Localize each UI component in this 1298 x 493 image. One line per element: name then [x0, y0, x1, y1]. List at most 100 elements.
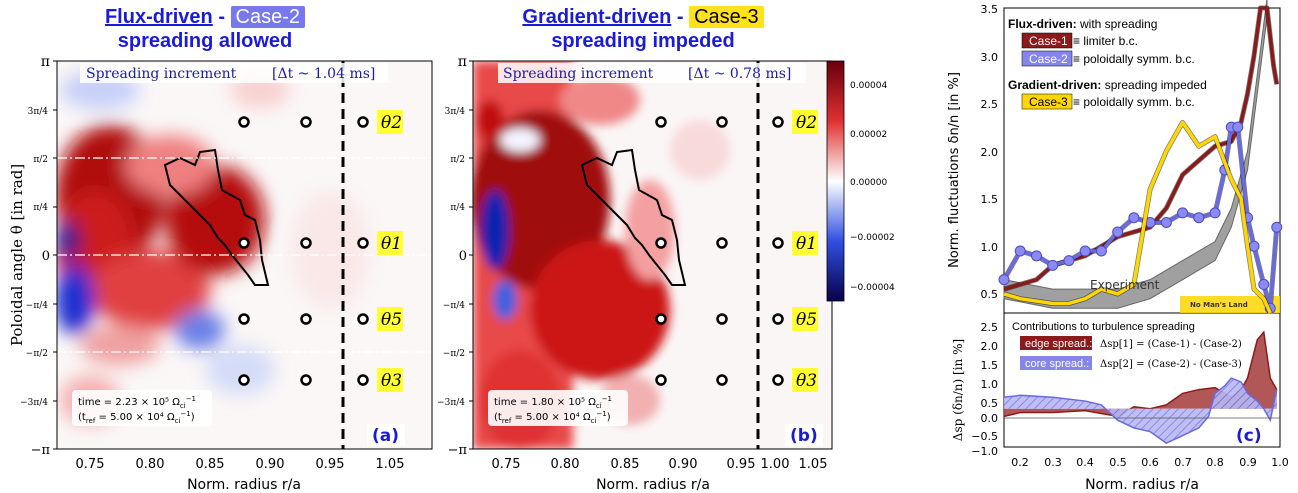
panel-a-letter: (a) — [372, 426, 399, 446]
colorbar-tick: 0.00002 — [850, 130, 887, 140]
y-tick-label: −π — [31, 443, 51, 458]
case-2-point — [1258, 278, 1270, 290]
case-2-point — [1095, 245, 1107, 257]
series-case-3 — [1003, 120, 1272, 314]
panel-a-header: Spreading increment — [86, 66, 237, 82]
probe-marker — [357, 116, 369, 128]
probe-marker — [716, 116, 728, 128]
y-tick-label: 2.5 — [981, 321, 999, 334]
probe-marker — [238, 116, 250, 128]
panel-b-time: time = 1.80 × 10⁵ Ωci−1 — [494, 395, 612, 410]
y-tick-label: 3.0 — [981, 51, 999, 64]
y-tick-label: 3π/4 — [28, 107, 49, 117]
panel-a-title-link[interactable]: Flux-driven — [104, 6, 213, 28]
panel-b-probes — [655, 116, 784, 386]
panel-b-title: Gradient-driven - Case-3 spreading imped… — [478, 5, 808, 53]
x-tick-label: 1.05 — [376, 457, 405, 472]
edge-formula: Δsp[1] = (Case-1) - (Case-2) — [1100, 339, 1242, 350]
x-tick-label: 1.00 — [761, 457, 790, 472]
case-3-label: Case-3 — [1029, 95, 1068, 109]
x-tick-label: 0.85 — [196, 457, 225, 472]
panel-b-dt: [Δt ~ 0.78 ms] — [688, 66, 791, 82]
probe-marker — [357, 374, 369, 386]
series-case-2 — [1002, 125, 1279, 310]
probe-marker — [716, 374, 728, 386]
case-3-tag: Case-3 — [689, 6, 764, 28]
x-tick-label: 0.90 — [669, 457, 698, 472]
case-2-point — [1014, 245, 1026, 257]
panel-b-y-tickmarks — [469, 60, 473, 450]
core-formula: Δsp[2] = (Case-2) - (Case-3) — [1100, 359, 1242, 370]
probe-marker — [655, 116, 667, 128]
panel-a-x-ticks: 0.75 0.80 0.85 0.90 0.95 1.00 1.05 — [76, 457, 405, 472]
probe-marker — [357, 313, 369, 325]
colorbar-tick: 0.00004 — [850, 81, 887, 91]
case-2-point — [1193, 212, 1205, 224]
x-tick-label: 0.7 — [1174, 456, 1192, 469]
y-tick-label: −π/2 — [26, 349, 48, 359]
y-tick-label: π — [41, 54, 50, 70]
svg-text:Flux-driven: with spreading: Flux-driven: with spreading — [1008, 17, 1157, 31]
panel-c-top-y-ticks: 3.5 3.0 2.5 2.0 1.5 1.0 0.5 — [981, 3, 999, 301]
core-swatch — [1020, 356, 1092, 370]
y-tick-label: −3π/4 — [437, 398, 465, 408]
y-tick-label: −1.0 — [971, 445, 998, 458]
panel-c-bottom-series — [1003, 330, 1278, 445]
panel-a-tref: (tref = 5.00 × 10⁴ Ωci−1) — [78, 410, 195, 425]
x-tick-label: 0.80 — [136, 457, 165, 472]
panel-c-ylabel-bottom: Δsp (δn/n) [in %] — [951, 339, 965, 441]
case-1-desc: ≡ limiter b.c. — [1073, 34, 1138, 48]
panel-a-heatmap — [57, 70, 370, 425]
probe-marker — [772, 116, 784, 128]
case-2-point — [1112, 226, 1124, 238]
y-tick-label: 3.5 — [981, 3, 999, 16]
probe-marker — [655, 237, 667, 249]
nomansland-label: No Man's Land — [1190, 301, 1248, 309]
panel-a-title: Flux-driven - Case-2 spreading allowed — [40, 5, 370, 53]
panel-a-time: time = 2.23 × 10⁵ Ωci−1 — [78, 395, 196, 410]
probe-marker — [655, 374, 667, 386]
panel-a-y-ticks: π 3π/4 π/2 π/4 0 −π/4 −π/2 −3π/4 −π — [20, 54, 50, 458]
y-tick-label: 2.5 — [981, 98, 999, 111]
panel-b-x-ticks: 0.75 0.80 0.85 0.90 0.95 1.00 1.05 — [492, 457, 828, 472]
x-tick-label: 0.90 — [256, 457, 285, 472]
y-tick-label: 1.0 — [981, 378, 999, 391]
panel-b-theta-labels: θ2 θ1 θ5 θ3 — [792, 110, 818, 392]
y-tick-label: 3π/4 — [445, 107, 466, 117]
case-2-point — [998, 274, 1010, 286]
panel-c-bottom-y-ticks: 2.5 2.0 1.5 1.0 0.5 0.0 −0.5 −1.0 — [971, 321, 998, 458]
x-tick-label: 0.80 — [551, 457, 580, 472]
y-tick-label: −0.5 — [971, 430, 998, 443]
panel-a-probes — [238, 116, 369, 386]
case-2-point — [1160, 216, 1172, 228]
colorbar-tick: −0.00002 — [850, 233, 895, 243]
panel-a-title-dash: - — [218, 6, 225, 28]
panel-c-bottom-legend: Contributions to turbulence spreading ed… — [1012, 321, 1242, 370]
x-tick-label: 0.8 — [1206, 456, 1224, 469]
panel-c-top-series — [998, 0, 1283, 315]
panel-a-dt: [Δt ~ 1.04 ms] — [272, 66, 375, 82]
probe-marker — [238, 313, 250, 325]
x-tick-label: 0.3 — [1044, 456, 1062, 469]
panel-b-tref: (tref = 5.00 × 10⁴ Ωci−1) — [494, 410, 611, 425]
case-2-point — [1047, 259, 1059, 271]
panel-b-title-link[interactable]: Gradient-driven — [522, 6, 672, 28]
case-2-label: Case-2 — [1029, 52, 1068, 66]
probe-marker — [716, 237, 728, 249]
panel-c-legend: Flux-driven: with spreading Case-1 ≡ lim… — [1008, 17, 1207, 110]
probe-marker — [772, 313, 784, 325]
panel-b-title-dash: - — [676, 6, 684, 28]
y-tick-label: π/2 — [450, 155, 465, 165]
colorbar — [826, 60, 845, 302]
y-tick-label: π/4 — [450, 203, 465, 213]
y-tick-label: −π/4 — [26, 301, 48, 311]
y-tick-label: −3π/4 — [20, 398, 48, 408]
panel-b-contour — [580, 148, 687, 286]
series-core-spread — [1004, 378, 1277, 444]
panel-a-contour — [163, 148, 270, 286]
panel-c-xlabel: Norm. radius r/a — [1085, 477, 1199, 493]
panel-b-letter: (b) — [790, 426, 818, 446]
x-tick-label: 1.0 — [1271, 456, 1289, 469]
panel-c-x-ticks: 0.2 0.3 0.4 0.5 0.6 0.7 0.8 0.9 1.0 — [1011, 456, 1289, 469]
panel-b-time-box — [488, 390, 628, 426]
